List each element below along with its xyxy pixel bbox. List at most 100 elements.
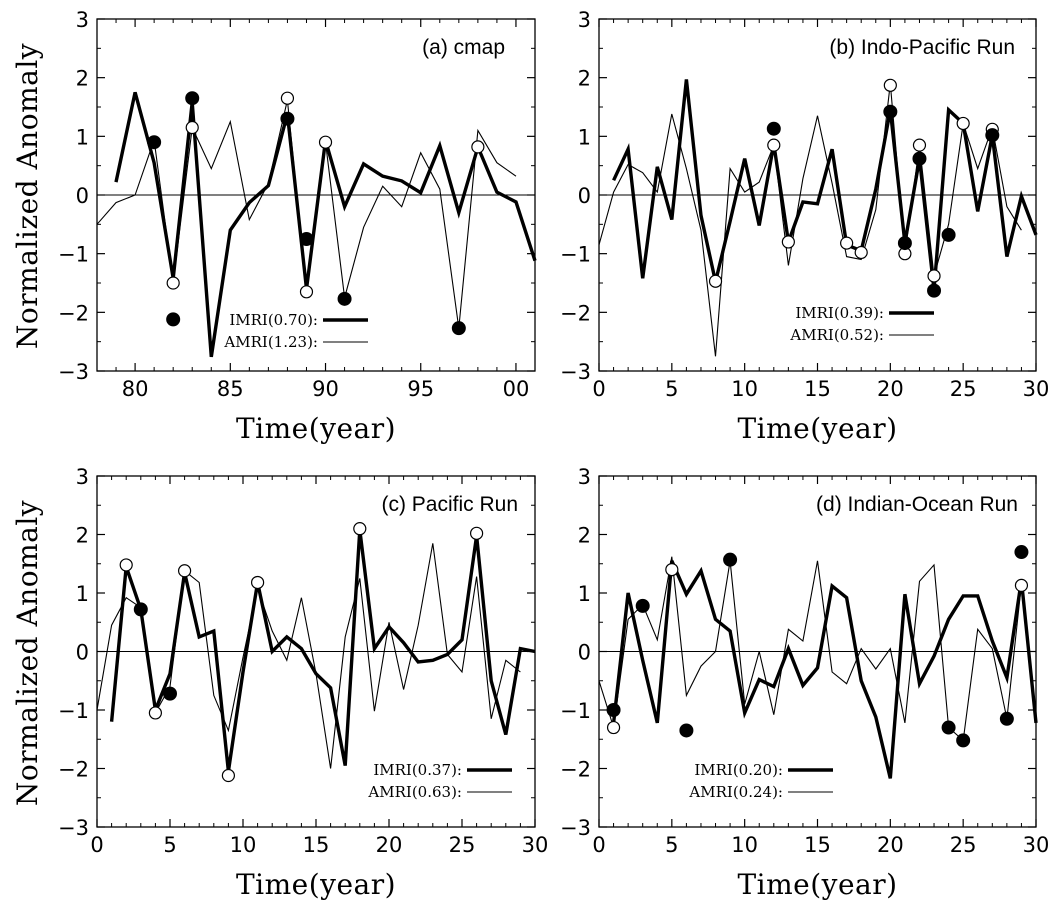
legend-label: IMRI(0.37): [373,761,462,779]
filled-circle-marker [635,598,650,613]
filled-circle-marker [299,232,314,246]
x-tick-label: 10 [731,377,758,401]
x-tick-label: 15 [804,377,831,401]
y-tick-label: −1 [58,243,89,267]
filled-circle-marker [1014,545,1029,560]
y-tick-label: −3 [560,360,591,384]
y-tick-label: −2 [58,301,89,325]
panel-title: (b) Indo-Pacific Run [829,36,1015,59]
open-circle-marker [956,116,970,131]
y-tick-label: −3 [58,360,89,384]
y-tick-label: 1 [76,582,89,606]
filled-circle-marker [941,720,956,735]
y-tick-label: −2 [560,758,591,782]
filled-circle-marker [606,703,621,717]
y-tick-label: −2 [560,301,591,325]
filled-circle-marker [897,236,912,251]
open-circle-marker [470,526,484,540]
panel-title: (c) Pacific Run [381,493,518,516]
x-axis-label: Time(year) [737,868,897,901]
x-tick-label: 5 [163,833,176,857]
open-circle-marker [251,575,265,590]
y-tick-label: 2 [578,524,591,548]
series-line-imri [611,560,1038,779]
y-tick-label: −1 [560,243,591,267]
filled-circle-marker [999,711,1014,726]
y-tick-label: −2 [58,758,89,782]
filled-circle-marker [679,723,694,738]
open-circle-marker [883,78,897,92]
open-circle-marker [166,276,180,290]
series-line-imri [109,529,536,772]
y-tick-label: −1 [560,699,591,723]
open-circle-marker [318,135,333,149]
y-tick-label: 2 [76,524,89,548]
x-tick-label: 20 [376,833,403,857]
x-tick-label: 25 [950,377,977,401]
open-circle-marker [927,269,941,283]
filled-circle-marker [723,552,738,567]
filled-circle-marker [927,283,942,298]
x-tick-label: 5 [665,833,678,857]
y-tick-label: 2 [578,67,591,91]
filled-circle-marker [163,686,177,701]
x-axis-label: Time(year) [236,412,396,445]
x-tick-label: 5 [665,377,678,401]
legend-label: IMRI(0.20): [694,761,783,779]
x-tick-label: 25 [449,833,476,857]
y-tick-label: −1 [58,699,89,723]
series-line-amri [96,543,521,769]
filled-circle-marker [133,602,148,617]
x-axis-label: Time(year) [737,412,897,445]
filled-circle-marker [185,91,200,106]
y-axis-label-top: Normalized Anomaly [11,43,44,349]
open-circle-marker [299,285,314,299]
x-tick-label: 85 [217,377,244,401]
x-tick-label: 80 [122,377,149,401]
series-line-imri [612,79,1038,291]
x-tick-label: 20 [877,833,904,857]
y-tick-label: −3 [560,816,591,840]
y-tick-label: −3 [58,816,89,840]
x-axis-label: Time(year) [236,868,396,901]
y-tick-label: 0 [76,641,89,665]
x-tick-label: 0 [90,833,103,857]
y-tick-label: 0 [578,641,591,665]
y-tick-label: 3 [578,465,591,489]
y-tick-label: 3 [76,8,89,32]
open-circle-marker [708,274,723,288]
open-circle-marker [221,768,235,783]
x-tick-label: 95 [407,377,434,401]
x-tick-label: 20 [877,377,904,401]
filled-circle-marker [166,312,181,327]
open-circle-marker [185,120,199,135]
legend-label: AMRI(0.24): [688,783,783,801]
y-tick-label: 1 [578,582,591,606]
open-circle-marker [471,140,485,154]
x-tick-label: 10 [731,833,758,857]
open-circle-marker [119,558,133,572]
y-tick-label: 3 [578,8,591,32]
y-tick-label: 0 [76,184,89,208]
open-circle-marker [280,91,295,105]
panel-title: (d) Indian-Ocean Run [816,493,1018,516]
y-axis-label-bottom: Normalized Anomaly [11,500,44,806]
filled-circle-marker [451,321,466,336]
x-tick-label: 10 [230,833,257,857]
open-circle-marker [912,138,927,152]
y-tick-label: 3 [76,465,89,489]
legend-label: IMRI(0.70): [229,311,318,329]
y-tick-label: 1 [76,125,89,149]
open-circle-marker [840,236,854,250]
open-circle-marker [781,235,795,249]
open-circle-marker [767,138,781,152]
open-circle-marker [178,564,192,578]
legend-label: IMRI(0.39): [795,304,884,322]
legend-label: AMRI(1.23): [223,333,318,351]
filled-circle-marker [985,128,1000,143]
filled-circle-marker [912,151,927,166]
filled-circle-marker [280,111,295,126]
x-tick-label: 15 [303,833,330,857]
